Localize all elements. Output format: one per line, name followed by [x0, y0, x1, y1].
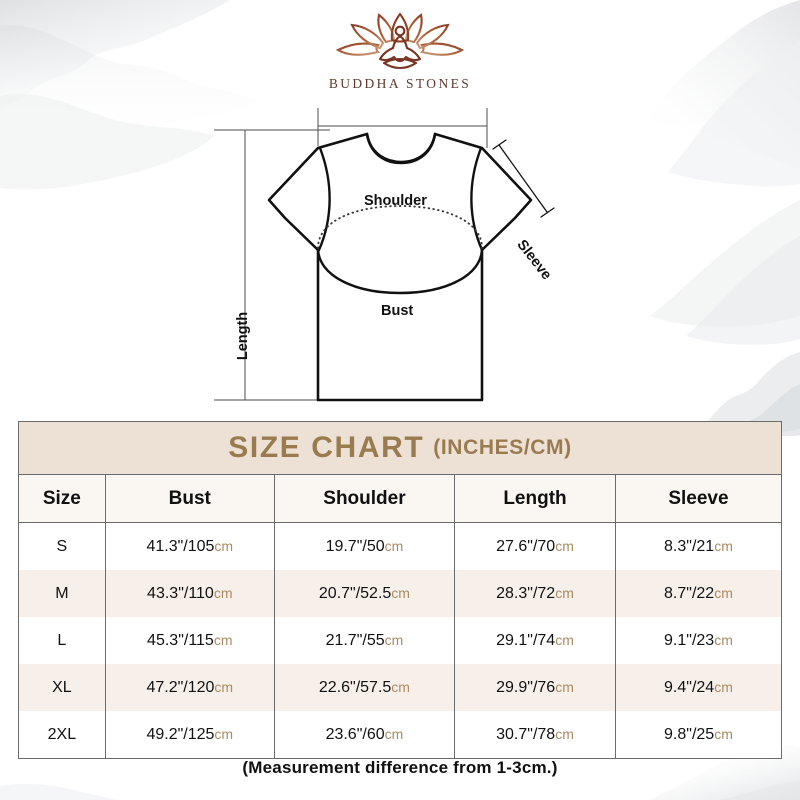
- cell-sleeve: 9.4"/24cm: [615, 664, 781, 711]
- cell-length: 27.6"/70cm: [454, 522, 616, 570]
- unit: cm: [384, 537, 404, 554]
- value: 49.2"/125: [146, 725, 215, 743]
- value: 45.3"/115: [147, 631, 214, 649]
- size-chart-title-band: SIZE CHART (INCHES/CM): [19, 422, 781, 475]
- unit: cm: [555, 537, 574, 554]
- cell-size: 2XL: [19, 711, 106, 758]
- value: 9.8"/25: [664, 725, 715, 743]
- diagram-label-length: Length: [235, 311, 252, 361]
- value: 9.1"/23: [664, 631, 715, 649]
- size-chart-table-container: SIZE CHART (INCHES/CM) Size Bust Shoulde…: [18, 421, 782, 759]
- size-chart-table: Size Bust Shoulder Length Sleeve S 41.3"…: [19, 475, 781, 758]
- tshirt-diagram: Shoulder Bust Length Sleeve: [0, 90, 800, 425]
- cell-size: XL: [19, 664, 106, 711]
- unit: cm: [214, 678, 234, 695]
- cell-shoulder: 23.6"/60cm: [274, 711, 456, 758]
- diagram-label-bust: Bust: [381, 303, 414, 319]
- unit: cm: [714, 537, 733, 554]
- column-header-bust: Bust: [105, 475, 275, 523]
- cell-sleeve: 9.8"/25cm: [615, 711, 781, 758]
- table-row: 2XL 49.2"/125cm 23.6"/60cm 30.7"/78cm 9.…: [19, 711, 781, 758]
- table-row: XL 47.2"/120cm 22.6"/57.5cm 29.9"/76cm 9…: [19, 664, 781, 711]
- value: 41.3"/105: [146, 537, 215, 555]
- table-row: S 41.3"/105cm 19.7"/50cm 27.6"/70cm 8.3"…: [19, 522, 781, 571]
- unit: cm: [214, 725, 234, 742]
- table-body: S 41.3"/105cm 19.7"/50cm 27.6"/70cm 8.3"…: [19, 522, 781, 758]
- column-header-length: Length: [454, 475, 616, 523]
- cell-sleeve: 8.3"/21cm: [615, 523, 781, 571]
- unit: cm: [714, 631, 733, 648]
- unit: cm: [714, 725, 733, 742]
- cell-size: S: [19, 522, 106, 570]
- unit: cm: [384, 631, 404, 648]
- cell-length: 29.1"/74cm: [454, 617, 616, 664]
- table-header: Size Bust Shoulder Length Sleeve: [19, 475, 781, 523]
- value: 29.9"/76: [496, 678, 556, 696]
- value: 19.7"/50: [325, 537, 385, 555]
- table-row: M 43.3"/110cm 20.7"/52.5cm 28.3"/72cm 8.…: [19, 570, 781, 617]
- value: 28.3"/72: [496, 584, 556, 602]
- column-header-size: Size: [19, 475, 106, 523]
- cell-bust: 49.2"/125cm: [105, 711, 275, 758]
- cell-shoulder: 19.7"/50cm: [274, 522, 456, 570]
- measurement-footnote: (Measurement difference from 1-3cm.): [242, 758, 558, 777]
- value: 22.6"/57.5: [318, 678, 392, 696]
- value: 8.7"/22: [664, 584, 715, 602]
- unit: cm: [213, 584, 233, 601]
- unit: cm: [214, 537, 234, 554]
- brand-logo: BUDDHA STONES: [0, 12, 800, 92]
- cell-length: 30.7"/78cm: [454, 711, 616, 758]
- unit: cm: [555, 631, 574, 648]
- diagram-label-shoulder: Shoulder: [364, 193, 427, 209]
- unit: cm: [714, 678, 733, 695]
- unit: cm: [555, 584, 574, 601]
- cell-shoulder: 22.6"/57.5cm: [274, 664, 456, 711]
- value: 8.3"/21: [664, 537, 715, 555]
- cell-length: 28.3"/72cm: [454, 570, 616, 617]
- cell-bust: 47.2"/120cm: [105, 664, 275, 711]
- value: 20.7"/52.5: [318, 584, 392, 602]
- table-row: L 45.3"/115cm 21.7"/55cm 29.1"/74cm 9.1"…: [19, 617, 781, 664]
- cell-size: M: [19, 570, 106, 617]
- unit: cm: [384, 725, 404, 742]
- value: 30.7"/78: [496, 725, 556, 743]
- cell-sleeve: 9.1"/23cm: [615, 617, 781, 664]
- unit: cm: [555, 725, 574, 742]
- cell-sleeve: 8.7"/22cm: [615, 570, 781, 617]
- page-title: SIZE CHART: [228, 431, 425, 464]
- cell-bust: 41.3"/105cm: [105, 522, 275, 570]
- value: 29.1"/74: [496, 631, 556, 649]
- unit: cm: [391, 678, 410, 695]
- page-title-units: (INCHES/CM): [433, 436, 572, 459]
- cell-shoulder: 20.7"/52.5cm: [274, 570, 456, 617]
- unit: cm: [213, 631, 233, 648]
- cell-length: 29.9"/76cm: [454, 664, 616, 711]
- value: 9.4"/24: [664, 678, 715, 696]
- column-header-shoulder: Shoulder: [274, 475, 456, 523]
- column-header-sleeve: Sleeve: [615, 475, 781, 523]
- table-header-row: Size Bust Shoulder Length Sleeve: [19, 475, 781, 523]
- value: 47.2"/120: [146, 678, 215, 696]
- value: 23.6"/60: [325, 725, 385, 743]
- value: 27.6"/70: [496, 537, 556, 555]
- lotus-meditation-icon: [335, 12, 465, 70]
- value: 21.7"/55: [325, 631, 385, 649]
- cell-bust: 45.3"/115cm: [105, 617, 275, 664]
- brand-name: BUDDHA STONES: [328, 76, 472, 91]
- cell-bust: 43.3"/110cm: [105, 570, 275, 617]
- cell-shoulder: 21.7"/55cm: [274, 617, 456, 664]
- tshirt-diagram-icon: [214, 108, 555, 402]
- unit: cm: [714, 584, 733, 601]
- value: 43.3"/110: [147, 584, 214, 602]
- unit: cm: [555, 678, 574, 695]
- unit: cm: [391, 584, 410, 601]
- cell-size: L: [19, 617, 106, 664]
